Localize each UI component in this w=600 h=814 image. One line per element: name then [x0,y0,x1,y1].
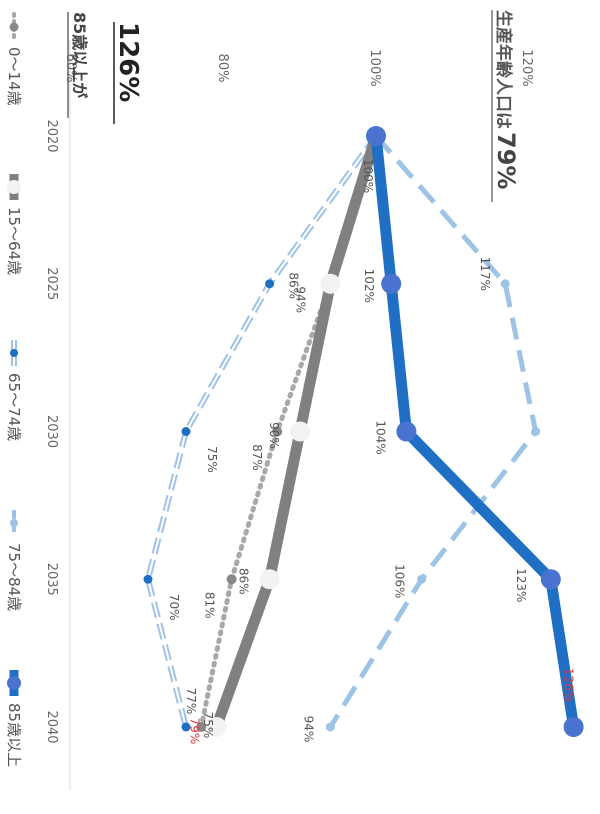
data-label: 79% [187,718,201,745]
legend-label: 65～74歳 [5,373,23,441]
data-label: 106% [393,564,407,598]
legend-label: 15～64歳 [5,207,23,275]
legend-item: 75～84歳 [5,510,23,611]
series-2-marker [143,574,153,584]
series-2-marker [181,722,191,732]
data-label: 94% [301,716,315,743]
y-tick-label: 60% [63,54,78,83]
series-2-marker [265,279,275,289]
legend-item: 85歳以上 [5,670,23,767]
series-3-marker [500,279,510,289]
series-4-marker [563,717,584,737]
data-label: 90% [267,422,281,449]
annotation-elder-text: 85歳以上が [70,12,89,98]
y-tick-label: 120% [519,49,534,86]
series-3-marker [417,574,427,584]
data-label: 100% [361,159,375,193]
legend-item: 0～14歳 [5,12,23,106]
series-3-marker [325,722,335,732]
y-tick-label: 100% [367,49,382,86]
legend-label: 85歳以上 [5,703,23,767]
data-label: 102% [362,269,376,303]
series-3-line [328,134,539,729]
data-label: 77% [184,688,198,715]
series-0-marker [226,574,237,585]
legend-item: 15～64歳 [5,174,23,275]
series-4-marker [540,569,561,590]
data-label: 117% [478,257,492,291]
legend-marker [10,519,18,527]
legend-marker [7,180,21,194]
legend-marker [9,22,19,32]
annotation-elder-value: 126% [113,22,143,102]
data-label: 75% [201,712,215,739]
data-label: 126% [562,668,576,702]
series-0-marker [196,722,207,732]
series-3-marker [531,427,541,436]
x-tick-label: 2020 [44,119,59,152]
series-4-marker [396,421,417,442]
series-4-marker [381,273,402,294]
series-4-marker [366,126,386,146]
legend-item: 65～74歳 [5,340,23,441]
data-label: 70% [167,594,181,621]
legend-label: 75～84歳 [5,543,23,611]
series-0-marker [272,426,283,437]
data-label: 123% [514,568,528,602]
x-tick-label: 2030 [44,415,59,448]
legend-marker [10,349,18,357]
data-label: 81% [203,592,217,619]
series-1-marker [206,717,227,737]
x-tick-label: 2035 [44,563,59,596]
annotation-working-text: 生産年齢人口は [493,10,514,129]
series-2-marker [181,427,191,436]
legend-marker [7,676,21,690]
data-label: 104% [373,420,387,454]
data-label: 87% [250,444,264,471]
data-label: 86% [237,568,251,595]
data-label: 94% [293,286,307,313]
data-label: 86% [287,272,301,299]
annotation-working-value: 79% [492,132,520,189]
series-1-marker [259,569,280,590]
data-label: 75% [205,446,219,473]
series-1-marker [320,273,341,294]
series-1-marker [290,421,310,442]
y-tick-label: 80% [215,54,230,83]
legend-label: 0～14歳 [5,47,23,106]
x-tick-label: 2025 [44,267,59,300]
x-tick-label: 2040 [44,710,59,743]
